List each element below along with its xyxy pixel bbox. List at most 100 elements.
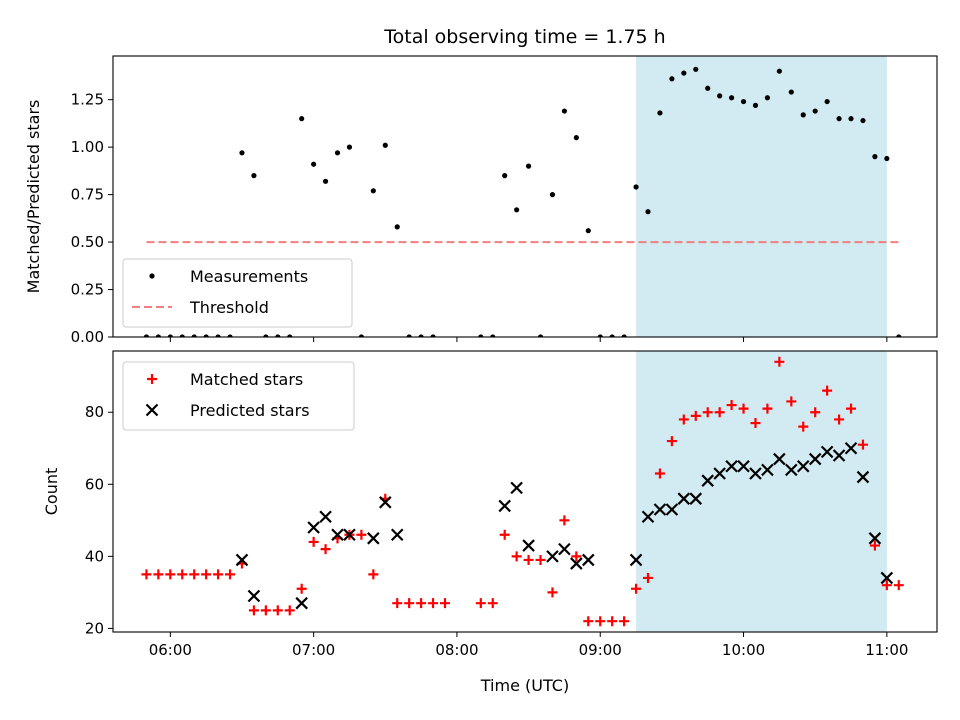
matched-star-point	[643, 572, 654, 583]
measurement-point	[382, 142, 388, 148]
matched-star-point	[547, 587, 558, 598]
y-axis-label: Matched/Predicted stars	[24, 100, 43, 294]
measurement-point	[299, 116, 305, 122]
x-axis-label: Time (UTC)	[480, 676, 569, 695]
predicted-star-point	[247, 589, 261, 603]
legend-marker-predicted	[145, 403, 159, 417]
predicted-star-point	[295, 596, 308, 610]
predicted-star-point	[570, 557, 583, 570]
matched-star-point	[272, 605, 283, 616]
predicted-star-point	[737, 460, 750, 473]
predicted-star-point	[677, 492, 691, 505]
measurement-point	[836, 116, 842, 122]
measurement-point	[776, 68, 782, 74]
measurement-point	[621, 334, 627, 337]
measurement-point	[669, 76, 675, 82]
measurement-point	[872, 154, 878, 160]
y-tick-label: 20	[85, 619, 104, 637]
matched-star-point	[786, 396, 797, 407]
predicted-star-point	[785, 463, 798, 477]
predicted-star-point	[582, 553, 595, 567]
matched-star-point	[857, 439, 868, 450]
x-tick-label: 11:00	[865, 641, 908, 659]
matched-star-point	[822, 385, 833, 396]
chart-title: Total observing time = 1.75 h	[383, 26, 665, 48]
measurement-point	[143, 334, 150, 337]
matched-star-point	[201, 569, 212, 580]
legend-marker-matched	[147, 374, 157, 384]
measurement-point	[537, 334, 544, 337]
measurement-point	[215, 334, 221, 337]
predicted-star-point	[390, 528, 404, 542]
predicted-star-point	[546, 550, 559, 563]
plot-area	[143, 66, 902, 337]
y-tick-label: 0.75	[71, 186, 104, 204]
legend-label: Measurements	[190, 267, 308, 286]
x-tick-label: 07:00	[292, 641, 335, 659]
y-tick-label: 0.25	[71, 281, 104, 299]
matched-star-point	[619, 616, 630, 627]
measurement-point	[681, 70, 687, 76]
legend-label: Matched stars	[190, 370, 303, 389]
predicted-star-point	[820, 445, 834, 459]
matched-star-point	[511, 551, 522, 562]
observing-window	[636, 56, 887, 337]
matched-star-point	[559, 515, 570, 526]
y-tick-label: 60	[85, 475, 104, 493]
matched-star-point	[475, 598, 486, 609]
measurement-point	[549, 192, 556, 198]
matched-star-point	[666, 436, 677, 447]
matched-star-point	[177, 569, 188, 580]
ratio-panel: 0.00 0.25 0.50 0.75 1.00 1.25 Matched/Predicte…	[24, 55, 938, 346]
matched-star-point	[523, 554, 534, 565]
predicted-star-point	[235, 553, 249, 567]
measurement-point	[573, 135, 579, 141]
x-tick-label: 06:00	[149, 641, 192, 659]
measurement-point	[502, 173, 508, 179]
predicted-star-point	[761, 463, 774, 477]
measurement-point	[657, 110, 663, 116]
matched-star-point	[834, 414, 845, 425]
predicted-star-point	[367, 532, 380, 545]
predicted-star-point	[343, 528, 356, 542]
measurement-point	[227, 334, 233, 337]
matched-star-point	[583, 616, 594, 627]
axes-frame	[112, 350, 938, 633]
legend: Measurements Threshold	[122, 258, 353, 328]
matched-star-point	[810, 407, 821, 418]
measurement-point	[334, 150, 341, 156]
predicted-star-point	[880, 571, 894, 585]
matched-star-point	[439, 598, 450, 609]
predicted-star-point	[319, 510, 332, 523]
matched-star-point	[738, 403, 749, 414]
predicted-star-point	[307, 521, 320, 534]
predicted-star-point	[331, 528, 344, 542]
predicted-star-point	[641, 510, 655, 523]
matched-star-point	[774, 356, 785, 367]
matched-star-point	[404, 598, 415, 609]
measurement-point	[490, 334, 496, 337]
predicted-star-point	[808, 452, 822, 466]
matched-star-point	[595, 616, 606, 627]
predicted-star-point	[665, 503, 679, 516]
predicted-star-point	[558, 542, 571, 556]
matched-star-point	[213, 569, 224, 580]
measurement-point	[585, 228, 591, 234]
matched-star-point	[428, 598, 439, 609]
legend-marker-measurements	[149, 273, 155, 279]
predicted-star-point	[510, 481, 523, 495]
matched-star-point	[762, 403, 773, 414]
measurement-point	[358, 334, 364, 337]
matched-star-point	[487, 598, 498, 609]
matched-star-point	[356, 529, 367, 540]
measurement-point	[263, 334, 269, 337]
measurement-point	[287, 334, 293, 337]
matched-star-point	[153, 569, 164, 580]
predicted-star-point	[868, 532, 882, 545]
measurement-point	[609, 334, 615, 337]
measurement-point	[322, 178, 329, 184]
measurement-point	[788, 89, 794, 95]
measurement-point	[752, 102, 759, 108]
matched-star-point	[308, 536, 319, 547]
matched-star-point	[750, 418, 761, 429]
